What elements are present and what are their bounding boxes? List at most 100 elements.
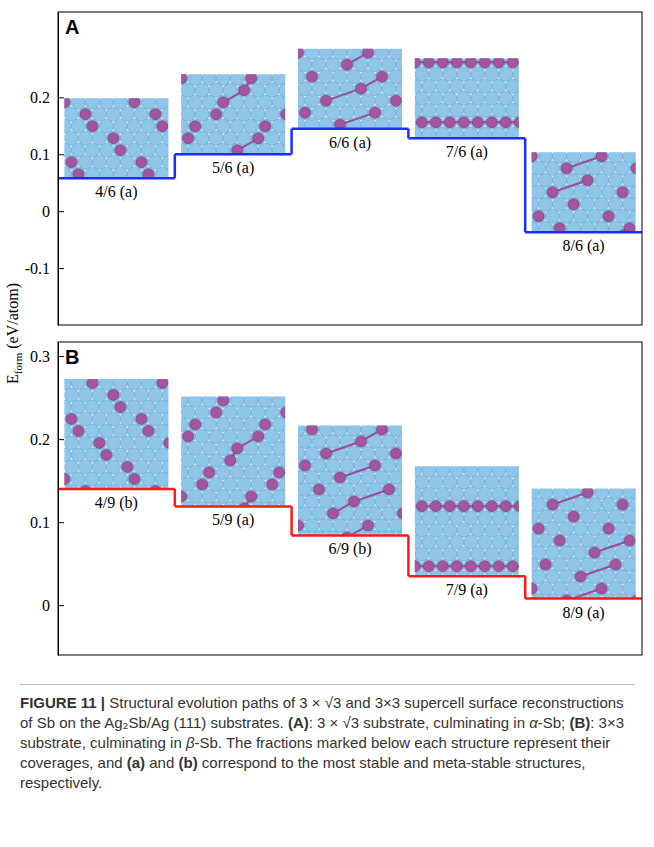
step-level [525, 597, 642, 600]
silver-atom [436, 559, 450, 573]
silver-atom [216, 143, 230, 154]
sb-atom [260, 419, 271, 430]
silver-atom [71, 400, 85, 414]
structure-inset [532, 489, 636, 599]
silver-atom [499, 547, 513, 561]
sb-atom [164, 437, 169, 448]
tick-mark [58, 522, 64, 523]
silver-atom [92, 388, 106, 402]
silver-atom [92, 107, 106, 121]
sb-atom [314, 484, 325, 495]
silver-atom [443, 115, 457, 129]
silver-atom [415, 127, 422, 138]
sb-atom [300, 107, 311, 118]
silver-atom [120, 107, 134, 121]
silver-atom [485, 523, 499, 537]
silver-atom [574, 570, 588, 584]
tick-label: 0.3 [30, 348, 50, 365]
silver-atom [326, 506, 340, 520]
silver-atom [602, 161, 616, 175]
silver-atom [71, 448, 85, 462]
silver-atom [492, 79, 506, 93]
silver-atom [450, 79, 464, 93]
sb-atom [129, 473, 140, 484]
sb-atom [232, 145, 243, 155]
sb-atom [66, 413, 77, 424]
silver-atom [574, 498, 588, 512]
silver-atom [422, 127, 436, 138]
silver-atom [223, 477, 237, 491]
silver-atom [195, 131, 209, 145]
category-label: 8/9 (a) [562, 604, 604, 622]
silver-atom [499, 475, 513, 489]
tick: 0.1 [30, 146, 64, 163]
silver-atom [141, 143, 155, 157]
silver-atom [567, 558, 581, 572]
silver-atom [298, 506, 312, 520]
silver-atom [595, 221, 609, 232]
sb-atom [211, 109, 222, 120]
category-label: 5/9 (a) [212, 511, 254, 529]
sb-atom [416, 501, 427, 512]
silver-atom [272, 489, 285, 503]
silver-atom [532, 546, 546, 560]
sb-atom [253, 431, 264, 442]
sb-atom [472, 501, 483, 512]
silver-atom [464, 127, 478, 138]
silver-atom [195, 107, 209, 121]
sb-atom [479, 561, 490, 572]
silver-atom [450, 535, 464, 549]
sb-atom [415, 58, 420, 67]
silver-atom [478, 79, 492, 93]
sb-atom [190, 419, 201, 430]
sb-atom [267, 479, 278, 490]
sb-atom [143, 169, 154, 179]
category-label: 5/6 (a) [212, 159, 254, 177]
silver-atom [92, 131, 106, 145]
silver-atom [429, 475, 443, 489]
silver-atom [209, 83, 223, 97]
sb-atom [129, 98, 140, 107]
silver-atom [106, 155, 120, 169]
sb-atom [335, 119, 346, 129]
silver-atom [216, 441, 230, 455]
step-riser [407, 535, 410, 576]
silver-atom [148, 460, 162, 474]
silver-atom [85, 167, 99, 178]
sb-atom [281, 407, 285, 418]
silver-atom [429, 67, 443, 81]
silver-atom [92, 436, 106, 450]
silver-atom [546, 185, 560, 199]
structure-inset [181, 396, 285, 506]
silver-atom [415, 115, 429, 129]
inset-background [298, 49, 402, 129]
silver-atom [602, 570, 616, 584]
structure-inset [532, 152, 636, 232]
silver-atom [223, 131, 237, 145]
silver-atom [340, 58, 354, 72]
silver-atom [92, 155, 106, 169]
silver-atom [134, 131, 148, 145]
silver-atom [422, 79, 436, 93]
silver-atom [506, 511, 519, 525]
silver-atom [375, 518, 389, 532]
silver-atom [581, 510, 595, 524]
sb-atom [370, 107, 381, 118]
silver-atom [354, 82, 368, 96]
silver-atom [616, 161, 630, 175]
silver-atom [429, 523, 443, 537]
silver-atom [415, 499, 429, 513]
silver-atom [443, 499, 457, 513]
silver-atom [354, 482, 368, 496]
silver-atom [202, 95, 216, 109]
silver-atom [319, 94, 333, 108]
silver-atom [471, 523, 485, 537]
sb-atom [321, 448, 332, 459]
silver-atom [340, 458, 354, 472]
silver-atom [375, 494, 389, 508]
inset-background [64, 98, 168, 178]
silver-atom [127, 167, 141, 178]
panel: -0.100.10.24/6 (a)5/6 (a)6/6 (a)7/6 (a)8… [25, 12, 654, 326]
silver-atom [546, 522, 560, 536]
structure-inset [181, 74, 285, 154]
